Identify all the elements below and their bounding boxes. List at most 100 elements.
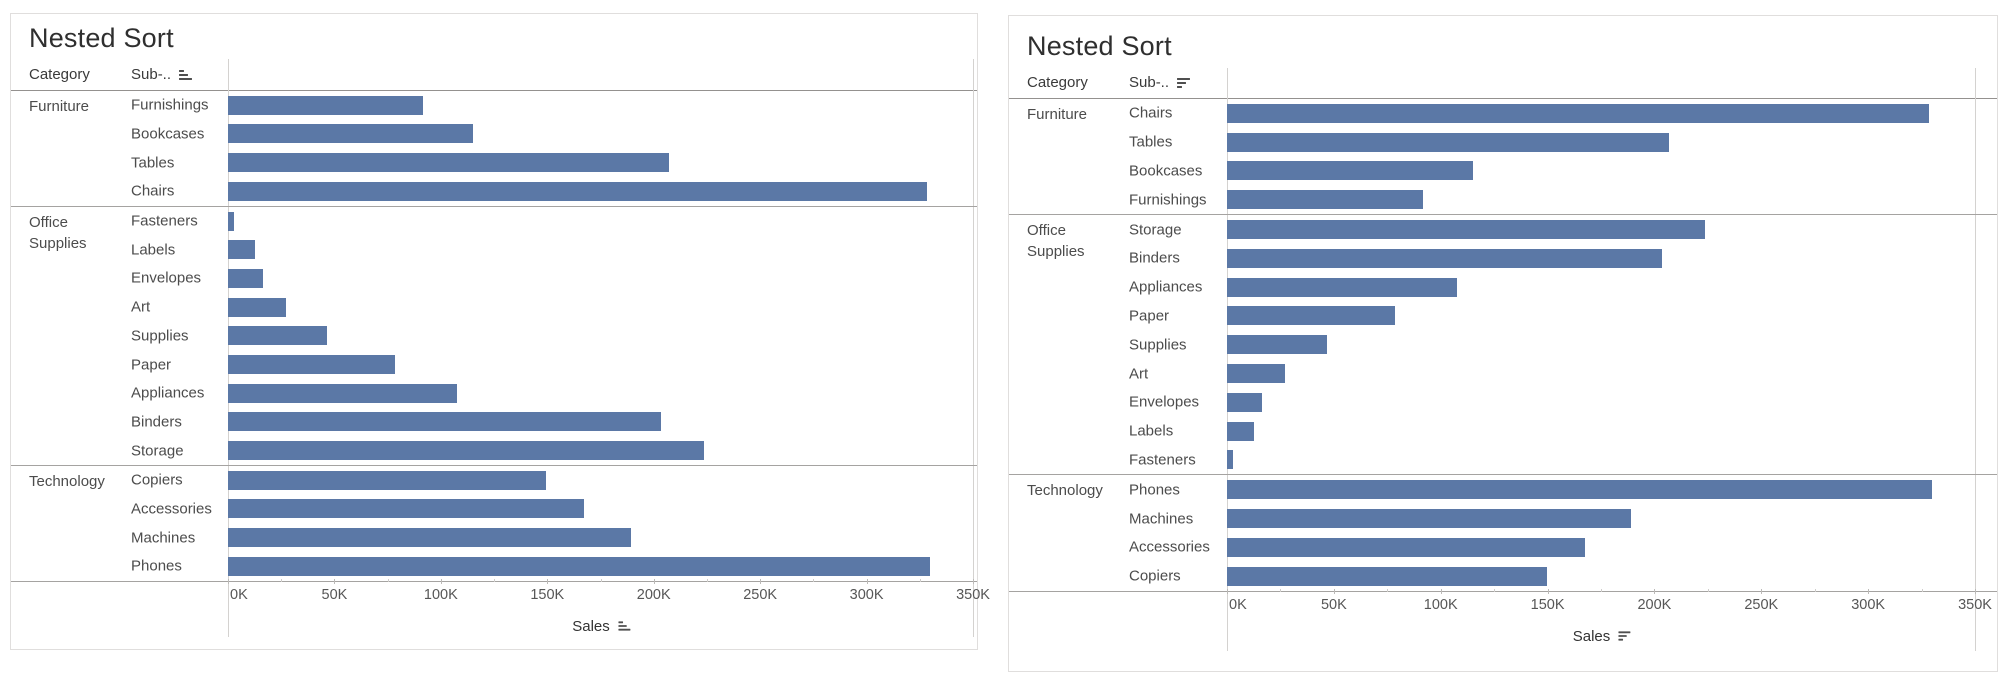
subcategory-label[interactable]: Copiers: [131, 471, 183, 489]
bar[interactable]: [1227, 161, 1473, 181]
subcategory-label[interactable]: Binders: [1129, 249, 1180, 267]
bar[interactable]: [1227, 566, 1547, 586]
subcategory-label[interactable]: Fasteners: [1129, 451, 1196, 469]
subcategory-label[interactable]: Copiers: [1129, 567, 1181, 585]
subcategory-label[interactable]: Labels: [1129, 422, 1174, 440]
bar[interactable]: [1227, 190, 1423, 210]
chart-row: Phones: [1009, 475, 1997, 504]
bar[interactable]: [1227, 277, 1457, 297]
bar[interactable]: [228, 268, 264, 288]
bar[interactable]: [228, 124, 473, 144]
x-axis: Sales 0K 50K 100K 150K 200K 250K 300K 350K: [1227, 588, 1992, 653]
bar[interactable]: [1227, 480, 1933, 500]
bar[interactable]: [228, 556, 931, 576]
bar[interactable]: [1227, 335, 1327, 355]
category-label[interactable]: Technology: [1027, 482, 1103, 500]
category-label[interactable]: Office Supplies: [1027, 222, 1085, 261]
bar[interactable]: [228, 499, 585, 519]
chart-row: Copiers: [11, 466, 977, 495]
subcategory-label[interactable]: Appliances: [131, 384, 205, 402]
column-header-subcategory-label: Sub-..: [131, 66, 172, 83]
bar[interactable]: [1227, 392, 1263, 412]
bar[interactable]: [228, 412, 661, 432]
category-label[interactable]: Furniture: [29, 98, 90, 115]
category-group: Furniture Chairs Tables Bookcases Furnishing…: [1009, 99, 1997, 216]
minor-tick-mark: [281, 578, 283, 582]
subcategory-label[interactable]: Bookcases: [131, 125, 205, 143]
bar[interactable]: [228, 153, 669, 173]
bar[interactable]: [228, 470, 547, 490]
bar[interactable]: [1227, 421, 1254, 441]
bar[interactable]: [1227, 103, 1929, 123]
subcategory-label[interactable]: Phones: [1129, 481, 1180, 499]
subcategory-label[interactable]: Appliances: [1129, 278, 1203, 296]
bar[interactable]: [1227, 450, 1234, 470]
subcategory-label[interactable]: Supplies: [1129, 336, 1187, 354]
subcategory-label[interactable]: Chairs: [131, 182, 175, 200]
bar-track: [228, 120, 973, 149]
column-header-category[interactable]: Category: [1027, 74, 1088, 91]
sort-descending-icon[interactable]: [1177, 77, 1191, 88]
subcategory-label[interactable]: Storage: [131, 442, 184, 460]
subcategory-label[interactable]: Machines: [131, 529, 196, 547]
subcategory-label[interactable]: Phones: [131, 557, 182, 575]
bar[interactable]: [228, 326, 328, 346]
chart-row: Supplies: [11, 322, 977, 351]
subcategory-label[interactable]: Labels: [131, 241, 176, 259]
chart-row: Art: [11, 293, 977, 322]
bar[interactable]: [1227, 248, 1662, 268]
subcategory-label[interactable]: Furnishings: [1129, 191, 1207, 209]
subcategory-label[interactable]: Chairs: [1129, 104, 1173, 122]
column-header-subcategory[interactable]: Sub-..: [1129, 74, 1191, 91]
sort-descending-icon[interactable]: [1618, 631, 1631, 641]
subcategory-label[interactable]: Art: [131, 298, 151, 316]
subcategory-label[interactable]: Binders: [131, 413, 182, 431]
bar[interactable]: [228, 441, 705, 461]
subcategory-label[interactable]: Tables: [131, 154, 175, 172]
bar[interactable]: [228, 383, 457, 403]
bar[interactable]: [228, 181, 928, 201]
column-header-category[interactable]: Category: [29, 66, 90, 83]
subcategory-label[interactable]: Paper: [1129, 307, 1170, 325]
bar[interactable]: [228, 211, 235, 231]
bar[interactable]: [1227, 363, 1285, 383]
subcategory-label[interactable]: Fasteners: [131, 212, 198, 230]
subcategory-label[interactable]: Envelopes: [1129, 393, 1200, 411]
chart-row: Fasteners: [11, 207, 977, 236]
subcategory-label[interactable]: Storage: [1129, 221, 1182, 239]
sort-ascending-icon[interactable]: [179, 69, 193, 80]
bar[interactable]: [1227, 132, 1670, 152]
bar-track: [1227, 504, 1975, 533]
subcategory-label[interactable]: Tables: [1129, 133, 1173, 151]
bar[interactable]: [228, 297, 286, 317]
bar[interactable]: [228, 95, 424, 115]
subcategory-label[interactable]: Supplies: [131, 327, 189, 345]
subcategory-label[interactable]: Accessories: [1129, 538, 1210, 556]
subcategory-label[interactable]: Machines: [1129, 510, 1194, 528]
sort-ascending-icon[interactable]: [618, 621, 631, 631]
bar[interactable]: [228, 528, 631, 548]
subcategory-label[interactable]: Accessories: [131, 500, 212, 518]
minor-tick-mark: [1280, 588, 1282, 592]
column-header-subcategory[interactable]: Sub-..: [131, 66, 193, 83]
bar[interactable]: [1227, 537, 1585, 557]
bar[interactable]: [228, 354, 396, 374]
chart-row: Storage: [1009, 215, 1997, 244]
category-label[interactable]: Furniture: [1027, 106, 1088, 123]
category-label[interactable]: Technology: [29, 472, 105, 490]
axis-title[interactable]: Sales: [1227, 628, 1975, 645]
subcategory-label[interactable]: Bookcases: [1129, 162, 1203, 180]
bar[interactable]: [1227, 508, 1632, 528]
subcategory-label[interactable]: Paper: [131, 356, 172, 374]
axis-title[interactable]: Sales: [228, 618, 973, 635]
page-title: Nested Sort: [29, 23, 174, 53]
subcategory-label[interactable]: Art: [1129, 365, 1149, 383]
subcategory-label[interactable]: Envelopes: [131, 269, 202, 287]
tick-mark: [1227, 588, 1228, 594]
subcategory-label[interactable]: Furnishings: [131, 96, 209, 114]
minor-tick-mark: [1601, 588, 1602, 592]
bar[interactable]: [1227, 306, 1395, 326]
bar[interactable]: [1227, 219, 1706, 239]
bar[interactable]: [228, 240, 255, 260]
category-label[interactable]: Office Supplies: [29, 213, 87, 252]
